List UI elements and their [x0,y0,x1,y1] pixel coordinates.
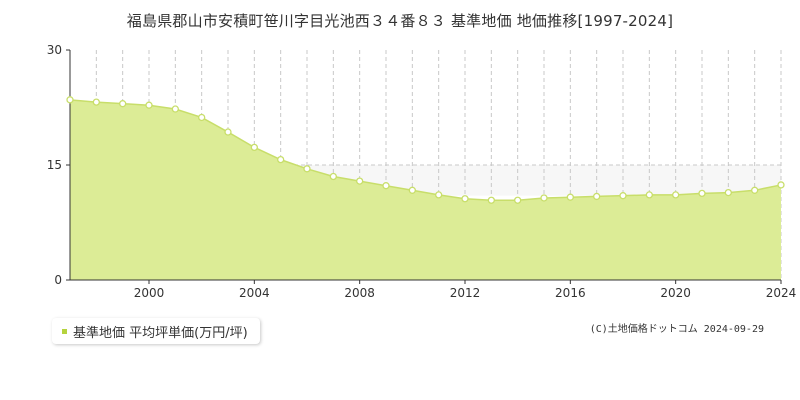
data-point [198,113,206,122]
legend-label: 基準地価 平均坪単価(万円/坪) [73,325,248,341]
x-tick-label: 2020 [660,286,691,300]
data-point [514,196,522,204]
chart-title: 福島県郡山市安積町笹川字目光池西３４番８３ 基準地価 地価推移[1997-202… [126,12,674,30]
data-point [751,186,759,194]
data-point [303,165,311,173]
x-tick-label: 2024 [766,286,797,300]
legend: 基準地価 平均坪単価(万円/坪) [52,318,260,344]
axes [66,49,782,284]
legend-marker-icon [62,328,67,334]
y-tick-label: 30 [47,43,62,57]
credit-text: (C)土地価格ドットコム 2024-09-29 [589,324,764,335]
data-point [540,194,548,202]
data-point [119,100,127,108]
y-tick-label: 0 [54,273,62,287]
data-point [593,192,601,201]
data-point [408,186,416,194]
series-area-fill [70,99,781,280]
data-point [672,191,680,199]
series-line [69,99,782,202]
data-point [777,181,785,189]
data-point [619,192,627,200]
x-tick-label: 2016 [555,286,586,300]
data-point [487,196,495,204]
data-point [277,155,285,164]
x-tick-label: 2000 [134,286,165,300]
y-tick-labels: 0 15 30 [47,43,62,287]
data-point [145,101,153,109]
x-tick-label: 2008 [344,286,375,300]
x-tick-labels: 2000 2004 2008 2012 2016 2020 2024 [134,286,797,300]
data-point [382,182,390,190]
data-point [356,177,364,185]
data-point [66,96,74,104]
data-point [250,143,258,152]
x-tick-label: 2004 [239,286,270,300]
data-point [92,98,100,106]
data-point [435,191,443,199]
data-point [461,195,469,203]
data-point [645,191,653,199]
series-area [69,99,782,280]
data-point [171,105,179,113]
data-point [698,189,706,198]
x-tick-label: 2012 [450,286,481,300]
data-point [724,188,732,197]
y-tick-label: 15 [47,158,62,172]
data-point [224,128,232,136]
data-point [329,172,337,181]
data-point [566,193,574,201]
series-points [66,96,785,204]
